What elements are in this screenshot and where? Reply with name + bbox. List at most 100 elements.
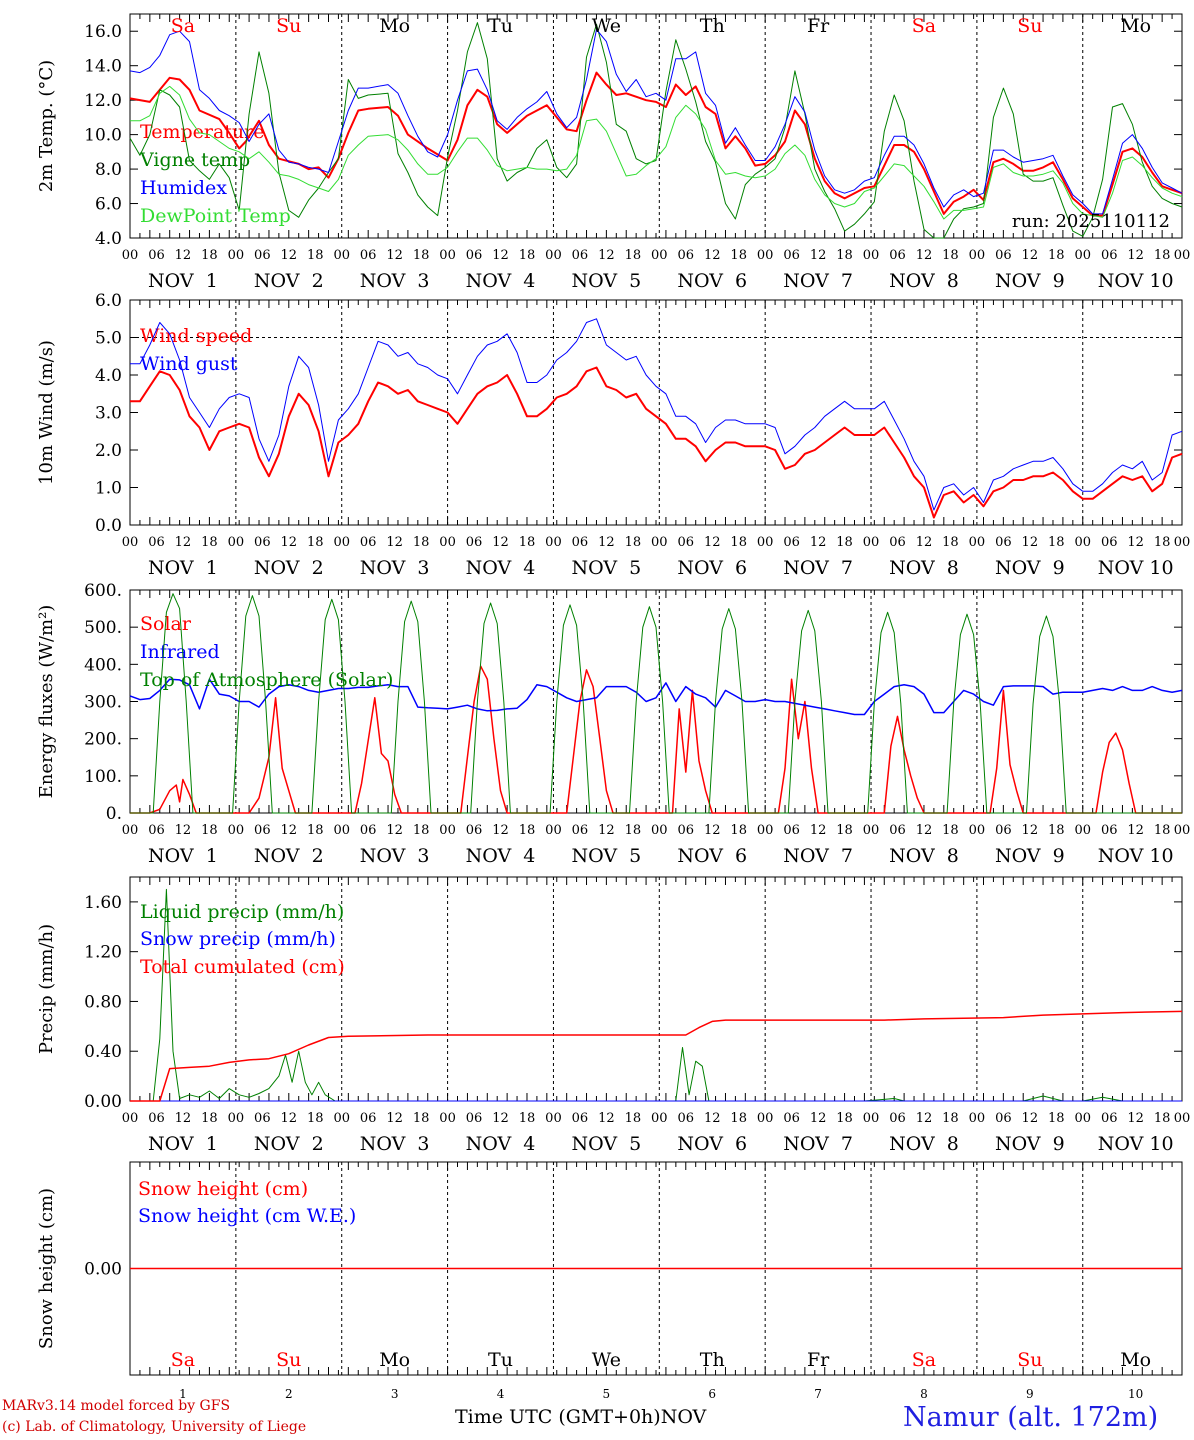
legend-entry: Snow height (cm) — [138, 1178, 308, 1200]
date-label: NOV 6 — [677, 270, 747, 292]
hour-tick-label: 06 — [995, 1111, 1012, 1126]
hour-tick-label: 00 — [757, 248, 774, 263]
y-tick-label: 4.0 — [95, 229, 122, 249]
legend-entry: Wind speed — [140, 325, 252, 347]
hour-tick-label: 12 — [281, 823, 298, 838]
y-tick-label: 4.0 — [95, 366, 122, 386]
y-axis-title: 10m Wind (m/s) — [36, 340, 57, 485]
hour-tick-label: 18 — [519, 823, 536, 838]
hour-tick-label: 00 — [757, 1111, 774, 1126]
date-label: NOV 2 — [254, 557, 324, 579]
series-line-3 — [129, 29, 1183, 215]
hour-tick-label: 06 — [889, 823, 906, 838]
hour-tick-label: 12 — [386, 535, 403, 550]
hour-tick-label: 12 — [386, 1111, 403, 1126]
y-tick-label: 500. — [84, 618, 122, 638]
y-tick-label: 0.40 — [84, 1042, 122, 1062]
date-label: NOV 8 — [889, 845, 959, 867]
hour-tick-label: 00 — [228, 823, 245, 838]
day-name: Fr — [807, 1349, 830, 1371]
date-label: NOV 1 — [148, 557, 218, 579]
hour-tick-label: 00 — [122, 1111, 139, 1126]
date-label: NOV 4 — [466, 1133, 536, 1155]
date-label: NOV 10 — [1098, 845, 1174, 867]
hour-tick-label: 06 — [1101, 823, 1118, 838]
x-axis-label: Time UTC (GMT+0h)NOV — [455, 1406, 707, 1428]
hour-tick-label: 12 — [916, 823, 933, 838]
legend-entry: Total cumulated (cm) — [140, 956, 345, 978]
hour-tick-label: 12 — [598, 1111, 615, 1126]
hour-tick-label: 12 — [175, 535, 192, 550]
hour-tick-label: 00 — [863, 1111, 880, 1126]
day-name: Mo — [379, 1349, 410, 1371]
y-tick-label: 0.80 — [84, 992, 122, 1012]
date-label: NOV 5 — [571, 1133, 641, 1155]
hour-tick-label: 00 — [1174, 823, 1191, 838]
hour-tick-label: 12 — [175, 1111, 192, 1126]
hour-tick-label: 12 — [1127, 823, 1144, 838]
hour-tick-label: 12 — [1127, 535, 1144, 550]
hour-tick-label: 00 — [1174, 248, 1191, 263]
hour-tick-label: 18 — [1154, 1111, 1171, 1126]
hour-tick-label: 18 — [625, 1111, 642, 1126]
y-axis-title: Energy fluxes (W/m²) — [36, 605, 57, 799]
y-tick-label: 400. — [84, 655, 122, 675]
day-name: Su — [1017, 1349, 1042, 1371]
hour-tick-label: 00 — [439, 248, 456, 263]
date-label: NOV 3 — [360, 270, 430, 292]
hour-tick-label: 06 — [889, 535, 906, 550]
hour-tick-label: 18 — [942, 248, 959, 263]
y-tick-label: 0.00 — [84, 1092, 122, 1112]
y-axis-title: Snow height (cm) — [36, 1188, 57, 1349]
date-label: NOV 6 — [677, 557, 747, 579]
hour-tick-label: 00 — [863, 535, 880, 550]
hour-tick-label: 06 — [995, 248, 1012, 263]
series-line-3 — [130, 593, 1182, 814]
hour-tick-label: 00 — [969, 823, 986, 838]
day-name: Sa — [912, 1349, 936, 1371]
hour-tick-label: 06 — [995, 823, 1012, 838]
date-label: NOV 2 — [254, 1133, 324, 1155]
hour-tick-label: 12 — [810, 248, 827, 263]
hour-tick-label: 06 — [572, 1111, 589, 1126]
y-tick-label: 10.0 — [84, 126, 122, 146]
y-tick-label: 0. — [106, 804, 122, 824]
hour-tick-label: 00 — [651, 823, 668, 838]
date-label: NOV 5 — [571, 270, 641, 292]
date-label: NOV 9 — [995, 270, 1065, 292]
hour-tick-label: 18 — [836, 535, 853, 550]
series-line-1 — [130, 888, 1182, 1102]
y-tick-label: 6.0 — [95, 291, 122, 311]
day-name: Fr — [807, 15, 830, 37]
hour-tick-label: 18 — [519, 535, 536, 550]
day-name: Mo — [1120, 15, 1151, 37]
y-tick-label: 100. — [84, 767, 122, 787]
hour-tick-label: 12 — [1022, 535, 1039, 550]
date-label: NOV 1 — [148, 270, 218, 292]
series-line-2 — [129, 22, 1183, 239]
date-label: NOV 4 — [466, 270, 536, 292]
hour-tick-label: 12 — [281, 248, 298, 263]
hour-tick-label: 06 — [466, 823, 483, 838]
hour-tick-label: 06 — [148, 248, 165, 263]
hour-tick-label: 00 — [122, 535, 139, 550]
hour-tick-label: 18 — [730, 535, 747, 550]
hour-tick-label: 18 — [413, 1111, 430, 1126]
hour-tick-label: 00 — [545, 535, 562, 550]
hour-tick-label: 12 — [704, 535, 721, 550]
hour-tick-label: 18 — [836, 248, 853, 263]
day-name: Sa — [912, 15, 936, 37]
hour-tick-label: 12 — [598, 823, 615, 838]
hour-tick-label: 00 — [1074, 248, 1091, 263]
hour-tick-label: 06 — [572, 248, 589, 263]
day-name: Sa — [171, 1349, 195, 1371]
y-axis-title: Precip (mm/h) — [36, 924, 57, 1054]
legend-entry: Temperature — [140, 121, 264, 143]
hour-tick-label: 12 — [175, 823, 192, 838]
hour-tick-label: 06 — [360, 248, 377, 263]
hour-tick-label: 00 — [1074, 535, 1091, 550]
hour-tick-label: 00 — [333, 1111, 350, 1126]
hour-tick-label: 12 — [175, 248, 192, 263]
